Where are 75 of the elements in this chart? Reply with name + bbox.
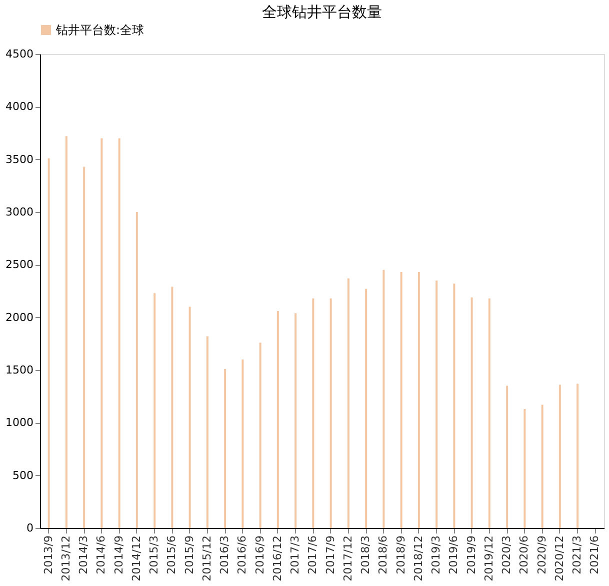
x-tick-label: 2015/12 xyxy=(200,536,214,582)
x-tick-label: 2013/9 xyxy=(42,536,55,574)
y-tick-label: 4500 xyxy=(6,48,34,60)
bar xyxy=(382,270,385,528)
bar xyxy=(154,293,156,528)
bar xyxy=(118,138,120,528)
x-tick-label: 2019/6 xyxy=(447,536,460,574)
x-tick-label: 2016/9 xyxy=(253,536,266,574)
bar xyxy=(171,286,174,528)
bar xyxy=(100,138,103,528)
bar xyxy=(242,359,244,528)
x-tick-label: 2020/3 xyxy=(500,536,514,574)
x-tick-label: 2017/6 xyxy=(306,536,320,574)
bar xyxy=(224,368,226,528)
bar xyxy=(259,342,262,528)
y-tick-label: 500 xyxy=(12,468,34,482)
bar xyxy=(436,280,438,528)
x-tick-label: 2015/9 xyxy=(182,536,196,574)
x-tick-label: 2020/9 xyxy=(535,536,548,574)
bar xyxy=(48,158,50,528)
x-tick-label: 2018/6 xyxy=(376,536,390,574)
x-tick-label: 2019/9 xyxy=(464,536,478,574)
bar xyxy=(83,166,86,528)
x-tick-label: 2015/6 xyxy=(165,536,178,574)
x-tick-label: 2020/12 xyxy=(552,536,566,582)
x-tick-label: 2018/3 xyxy=(359,536,372,574)
y-tick-label: 3000 xyxy=(6,206,34,218)
bar xyxy=(188,306,191,528)
bar xyxy=(65,136,68,528)
bar xyxy=(294,313,297,528)
bar xyxy=(470,297,473,528)
x-tick-label: 2014/6 xyxy=(94,536,108,574)
x-tick-label: 2013/12 xyxy=(59,536,72,582)
y-tick-label: 2000 xyxy=(6,310,34,324)
x-tick-label: 2021/6 xyxy=(588,536,602,574)
bar xyxy=(365,288,368,528)
x-tick-label: 2017/9 xyxy=(324,536,337,574)
x-tick-label: 2018/9 xyxy=(394,536,408,574)
chart-title: 全球钻井平台数量 xyxy=(262,3,382,21)
bar xyxy=(206,336,208,528)
x-tick-label: 2021/3 xyxy=(570,536,584,574)
bar xyxy=(524,408,526,528)
bar xyxy=(576,384,579,528)
x-tick-label: 2016/6 xyxy=(236,536,249,574)
y-tick-label: 1000 xyxy=(6,416,34,430)
bar xyxy=(136,212,138,528)
y-tick-label: 1500 xyxy=(6,364,34,376)
bar xyxy=(347,278,350,528)
x-tick-label: 2017/3 xyxy=(288,536,302,574)
bar xyxy=(488,298,490,528)
y-tick-label: 0 xyxy=(26,522,34,534)
x-tick-label: 2019/12 xyxy=(482,536,496,582)
bar xyxy=(330,298,332,528)
x-tick-label: 2014/12 xyxy=(130,536,143,582)
y-tick-label: 2500 xyxy=(6,258,34,272)
x-tick-label: 2020/6 xyxy=(518,536,531,574)
bar xyxy=(312,298,314,528)
bar xyxy=(506,386,508,528)
x-tick-label: 2014/3 xyxy=(77,536,90,574)
bar xyxy=(276,311,279,528)
x-tick-label: 2014/9 xyxy=(112,536,126,574)
y-tick-label: 3500 xyxy=(6,152,34,166)
x-tick-label: 2018/12 xyxy=(412,536,425,582)
x-tick-label: 2017/12 xyxy=(341,536,354,582)
legend-label: 钻井平台数:全球 xyxy=(55,23,144,37)
x-tick-label: 2016/3 xyxy=(218,536,232,574)
x-tick-label: 2015/3 xyxy=(148,536,161,574)
x-tick-label: 2019/3 xyxy=(430,536,443,574)
bar xyxy=(453,284,456,528)
bar xyxy=(558,384,561,528)
bar xyxy=(418,272,420,528)
bar xyxy=(541,404,544,528)
y-tick-label: 4000 xyxy=(6,100,34,114)
bar xyxy=(400,272,402,528)
x-tick-label: 2016/12 xyxy=(270,536,284,582)
